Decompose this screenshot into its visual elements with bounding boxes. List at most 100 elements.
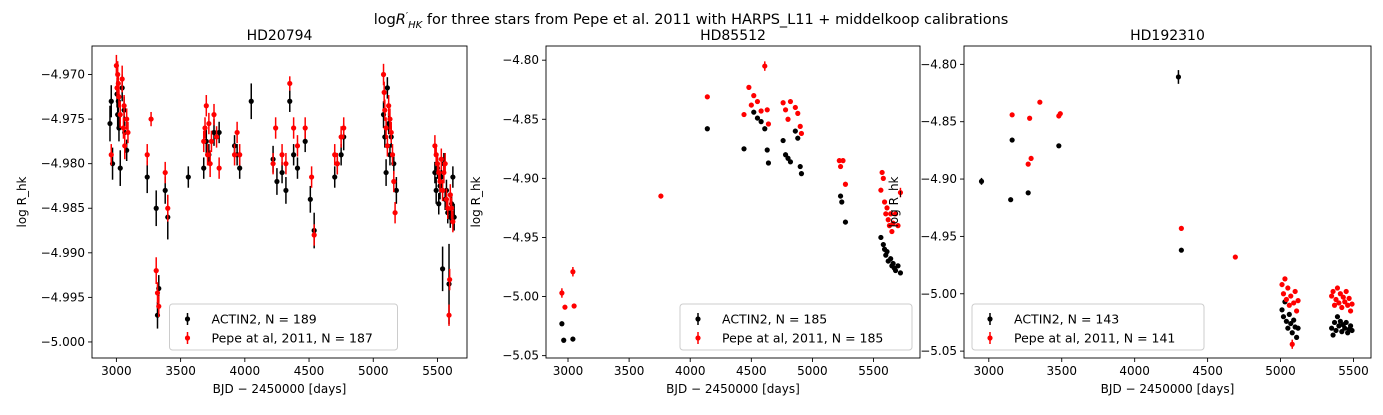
legend-marker xyxy=(987,335,993,341)
data-point xyxy=(162,169,168,176)
data-point xyxy=(388,129,394,136)
data-point xyxy=(1294,308,1300,314)
data-point xyxy=(570,336,576,342)
data-point xyxy=(884,205,890,211)
data-point xyxy=(1345,302,1351,308)
data-point xyxy=(741,111,747,118)
data-point xyxy=(754,98,761,105)
data-point xyxy=(311,232,317,238)
data-point xyxy=(211,129,217,136)
data-point xyxy=(764,107,770,113)
x-axis-label: BJD − 2450000 [days] xyxy=(666,382,800,396)
y-tick-label: −4.995 xyxy=(41,290,85,304)
data-point xyxy=(121,103,127,109)
data-point xyxy=(897,270,904,276)
data-point xyxy=(1288,293,1294,299)
data-point xyxy=(436,201,442,207)
panel-title: HD85512 xyxy=(700,28,766,44)
panel-title: HD192310 xyxy=(1130,28,1205,44)
data-point xyxy=(797,163,803,170)
data-point xyxy=(216,165,222,171)
data-point xyxy=(890,260,896,267)
data-point xyxy=(283,187,289,194)
data-point xyxy=(895,223,901,229)
data-point xyxy=(387,116,393,122)
data-point xyxy=(162,187,168,194)
data-point xyxy=(795,110,801,116)
y-tick-label: −4.975 xyxy=(41,112,85,126)
data-point xyxy=(1337,318,1343,324)
data-point xyxy=(1009,112,1015,118)
x-tick-label: 3500 xyxy=(1046,364,1077,378)
data-point xyxy=(273,125,279,131)
data-point xyxy=(108,98,114,104)
y-tick-label: −4.985 xyxy=(41,201,85,215)
data-point xyxy=(432,169,438,176)
data-point xyxy=(787,98,794,105)
x-tick-label: 5500 xyxy=(858,364,889,378)
data-point xyxy=(1283,318,1289,324)
data-point xyxy=(658,193,664,199)
series-pepe2011 xyxy=(559,61,904,310)
y-tick-label: −5.05 xyxy=(920,344,957,358)
y-tick-label: −5.05 xyxy=(502,349,539,363)
data-point xyxy=(880,175,886,181)
data-point xyxy=(559,321,565,327)
data-point xyxy=(1349,301,1355,307)
data-point xyxy=(840,158,846,164)
legend-label: ACTIN2, N = 185 xyxy=(722,312,827,327)
data-point xyxy=(279,152,285,158)
y-tick-label: −4.95 xyxy=(920,229,957,243)
data-point xyxy=(386,103,392,109)
data-point xyxy=(382,107,388,113)
data-point xyxy=(780,137,786,144)
data-point xyxy=(446,312,452,318)
data-point xyxy=(1349,327,1355,334)
data-point xyxy=(762,63,768,69)
data-point xyxy=(765,160,772,166)
data-point xyxy=(764,147,770,153)
data-point xyxy=(751,93,757,99)
legend: ACTIN2, N = 189 Pepe at al, 2011, N = 187 xyxy=(169,303,398,351)
data-point xyxy=(270,161,276,167)
y-tick-label: −5.00 xyxy=(502,290,539,304)
data-point xyxy=(1178,225,1184,231)
data-point xyxy=(185,174,191,180)
data-point xyxy=(892,267,899,274)
data-point xyxy=(341,125,347,131)
data-point xyxy=(797,123,803,129)
data-point xyxy=(884,249,890,255)
data-point xyxy=(1178,247,1184,253)
data-point xyxy=(885,217,891,223)
data-point xyxy=(120,125,127,131)
legend: ACTIN2, N = 185 Pepe at al, 2011, N = 185 xyxy=(679,303,913,351)
data-point xyxy=(1282,276,1288,282)
data-point xyxy=(1056,143,1062,149)
data-point xyxy=(879,169,885,176)
data-point xyxy=(156,303,162,309)
x-tick-label: 5500 xyxy=(1338,364,1369,378)
chart-panel-hd192310: HD192310 3000 3500 4000 4500 5000 5500 −5.05 −5.… xyxy=(887,28,1372,396)
data-point xyxy=(1333,296,1339,303)
data-point xyxy=(1285,325,1291,331)
chart-panel-hd85512: HD85512 3000 3500 4000 4500 5000 5500 −5.05 −5.0… xyxy=(469,28,921,396)
data-point xyxy=(1008,197,1014,203)
x-tick-label: 4000 xyxy=(230,364,261,378)
data-point xyxy=(439,266,446,272)
data-point xyxy=(287,80,293,87)
data-point xyxy=(741,146,747,152)
data-point xyxy=(1342,325,1348,331)
data-point xyxy=(561,337,567,343)
data-point xyxy=(302,138,308,144)
data-point xyxy=(782,107,789,113)
x-tick-label: 3000 xyxy=(101,364,132,378)
data-point xyxy=(1292,288,1298,295)
series-pepe2011 xyxy=(1009,99,1355,349)
data-point xyxy=(888,256,894,262)
data-point xyxy=(450,174,456,180)
data-point xyxy=(878,187,884,193)
data-point xyxy=(274,178,280,185)
data-point xyxy=(1279,281,1285,288)
data-point xyxy=(438,156,444,162)
